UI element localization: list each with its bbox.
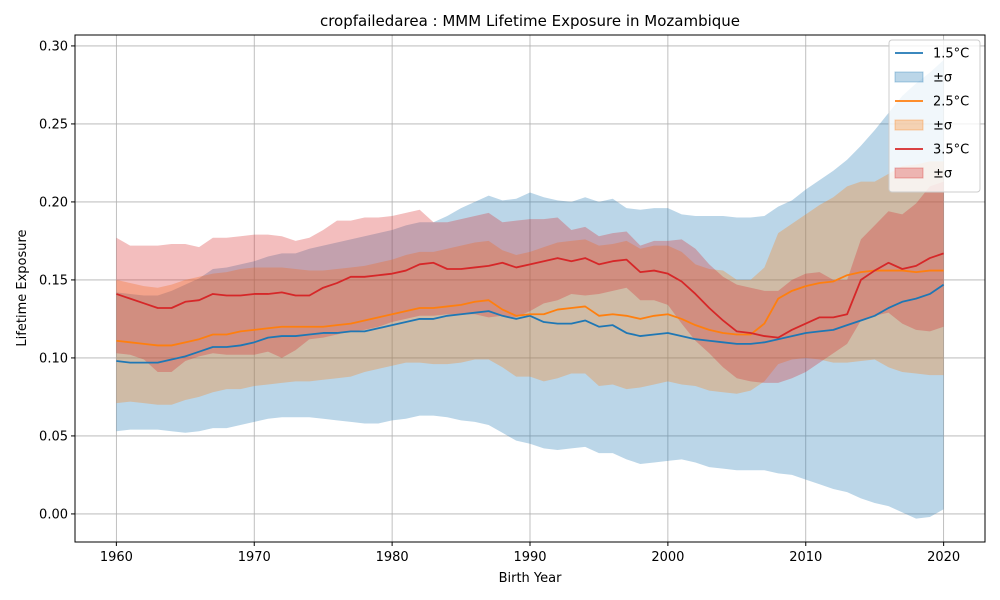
legend-band-swatch — [894, 71, 924, 83]
x-tick-label: 1970 — [238, 550, 271, 565]
legend-label: ±σ — [933, 167, 952, 182]
y-tick-label: 0.00 — [39, 507, 68, 522]
legend-box — [888, 39, 981, 193]
legend-label: 1.5°C — [933, 47, 969, 62]
mean-lines — [116, 252, 945, 364]
mean-line-2 — [116, 252, 944, 339]
x-tick-label: 2000 — [651, 550, 684, 565]
mean-line-0 — [116, 283, 945, 364]
y-tick-label: 0.30 — [39, 39, 68, 54]
y-axis-label: Lifetime Exposure — [15, 229, 30, 346]
sigma-band-0 — [116, 59, 944, 519]
mean-line-1 — [116, 269, 944, 347]
legend-band-swatch — [894, 167, 924, 179]
x-axis-label: Birth Year — [499, 571, 563, 586]
x-tick-label: 2020 — [927, 550, 960, 565]
gridlines — [75, 35, 985, 542]
x-axis-ticks: 1960 1970 1980 1990 2000 2010 2020 — [100, 542, 960, 565]
y-tick-label: 0.25 — [39, 117, 68, 132]
chart-title: cropfailedarea : MMM Lifetime Exposure i… — [320, 12, 740, 30]
legend-band-swatch — [894, 119, 924, 131]
y-tick-label: 0.05 — [39, 429, 68, 444]
y-tick-label: 0.15 — [39, 273, 68, 288]
legend-label: 2.5°C — [933, 95, 969, 110]
y-tick-label: 0.20 — [39, 195, 68, 210]
y-tick-label: 0.10 — [39, 351, 68, 366]
legend-label: ±σ — [933, 119, 952, 134]
legend-label: ±σ — [933, 71, 952, 86]
x-tick-label: 2010 — [789, 550, 822, 565]
y-axis-ticks: 0.00 0.05 0.10 0.15 0.20 0.25 0.30 — [39, 39, 75, 522]
x-tick-label: 1960 — [100, 550, 133, 565]
x-tick-label: 1980 — [376, 550, 409, 565]
x-tick-label: 1990 — [513, 550, 546, 565]
legend-label: 3.5°C — [933, 143, 969, 158]
legend: 1.5°C ±σ 2.5°C ±σ 3.5°C ±σ — [888, 39, 981, 193]
